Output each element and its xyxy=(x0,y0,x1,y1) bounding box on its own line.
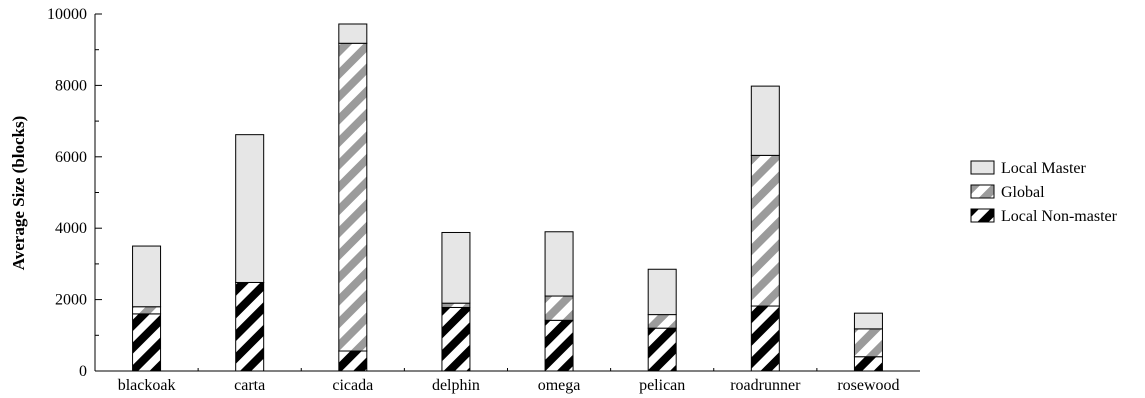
x-tick-label: pelican xyxy=(639,377,685,394)
x-tick-label: delphin xyxy=(432,377,480,394)
x-tick-label: blackoak xyxy=(118,377,176,394)
bar-delphin-local-master xyxy=(441,231,471,304)
axes: 0 2000 4000 6000 8000 10000 xyxy=(47,6,920,380)
bar-delphin-global xyxy=(441,302,471,308)
y-axis-label-group: Average Size (blocks) xyxy=(9,116,28,271)
legend-swatch-local-non-master xyxy=(970,208,995,223)
y-tick-label: 8000 xyxy=(55,77,87,94)
legend-swatch-global xyxy=(970,184,995,199)
bar-omega-local-non-master xyxy=(544,319,574,372)
legend-label: Local Master xyxy=(1001,160,1087,177)
bar-blackoak-local-non-master xyxy=(132,313,162,372)
bar-cicada-local-non-master xyxy=(338,350,368,372)
bar-omega-global xyxy=(544,295,574,321)
bar-carta-local-master xyxy=(235,134,265,283)
bar-rosewood-local-non-master xyxy=(853,356,883,372)
bar-blackoak-global xyxy=(132,306,162,315)
bar-roadrunner-local-non-master xyxy=(750,305,780,372)
bar-omega-local-master xyxy=(544,231,574,297)
x-tick-label: carta xyxy=(234,377,265,394)
bar-pelican-global xyxy=(647,314,677,329)
bar-cicada-local-master xyxy=(338,23,368,44)
y-tick-label: 6000 xyxy=(55,149,87,166)
legend-label: Local Non-master xyxy=(1001,208,1118,225)
bar-blackoak-local-master xyxy=(132,245,162,308)
legend-swatch-local-master xyxy=(970,160,995,175)
bar-cicada-global xyxy=(338,42,368,352)
bar-roadrunner-global xyxy=(750,154,780,307)
bars xyxy=(132,23,883,372)
bar-pelican-local-non-master xyxy=(647,327,677,372)
y-tick-label: 2000 xyxy=(55,292,87,309)
x-tick-label: cicada xyxy=(332,377,373,394)
bar-roadrunner-local-master xyxy=(750,85,780,156)
bar-carta-local-non-master xyxy=(235,281,265,372)
bar-rosewood-local-master xyxy=(853,312,883,330)
y-tick-label: 0 xyxy=(79,363,87,380)
y-axis-label: Average Size (blocks) xyxy=(9,116,28,271)
bar-pelican-local-master xyxy=(647,268,677,316)
x-tick-label: roadrunner xyxy=(730,377,801,394)
x-tick-labels: blackoak carta cicada delphin omega pelican ro… xyxy=(118,377,900,394)
x-tick-label: rosewood xyxy=(837,377,899,394)
bar-delphin-local-non-master xyxy=(441,306,471,372)
y-tick-label: 10000 xyxy=(47,6,87,23)
legend-label: Global xyxy=(1001,184,1045,201)
legend: Local Master Global Local Non-master xyxy=(970,160,1118,225)
bar-rosewood-global xyxy=(853,328,883,358)
y-tick-label: 4000 xyxy=(55,220,87,237)
x-tick-label: omega xyxy=(538,377,581,394)
